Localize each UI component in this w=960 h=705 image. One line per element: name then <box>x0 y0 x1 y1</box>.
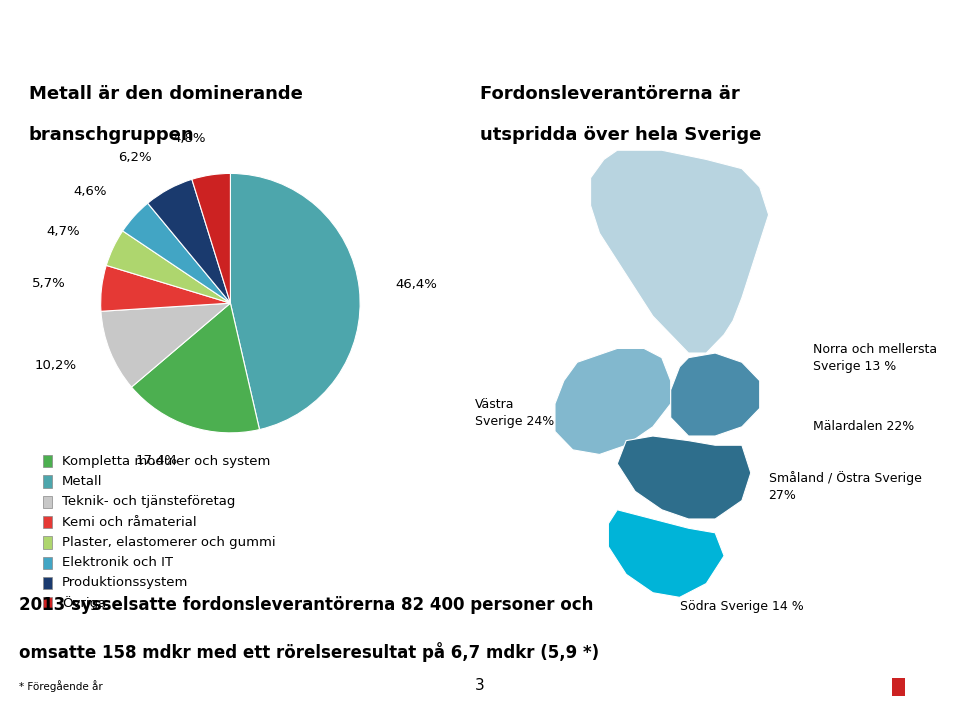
Text: 17,4%: 17,4% <box>136 454 179 467</box>
Polygon shape <box>671 353 759 436</box>
Wedge shape <box>148 179 230 303</box>
Text: 4,7%: 4,7% <box>47 226 81 238</box>
FancyBboxPatch shape <box>42 516 52 528</box>
Text: Plaster, elastomerer och gummi: Plaster, elastomerer och gummi <box>62 536 276 549</box>
Text: 3: 3 <box>475 678 485 693</box>
Text: 4,6%: 4,6% <box>74 185 108 198</box>
Bar <box>876 687 889 697</box>
Text: Kompletta moduler och system: Kompletta moduler och system <box>62 455 271 468</box>
Text: Kemi och råmaterial: Kemi och råmaterial <box>62 515 197 529</box>
Bar <box>924 686 937 697</box>
Bar <box>860 682 874 697</box>
Text: omsatte 158 mdkr med ett rörelseresultat på 6,7 mdkr (5,9 *): omsatte 158 mdkr med ett rörelseresultat… <box>19 642 599 661</box>
Text: branschgruppen: branschgruppen <box>29 125 195 144</box>
Bar <box>908 682 922 697</box>
Text: * Föregående år: * Föregående år <box>19 680 103 692</box>
Polygon shape <box>555 348 671 455</box>
Text: Norra och mellersta
Sverige 13 %: Norra och mellersta Sverige 13 % <box>813 343 937 373</box>
Text: 5,7%: 5,7% <box>32 277 65 290</box>
FancyBboxPatch shape <box>42 577 52 589</box>
Text: FKG: FKG <box>845 627 902 651</box>
Wedge shape <box>101 303 230 387</box>
Wedge shape <box>123 203 230 303</box>
Text: Mälardalen 22%: Mälardalen 22% <box>813 420 914 434</box>
FancyBboxPatch shape <box>42 475 52 488</box>
Polygon shape <box>609 510 724 597</box>
Bar <box>892 678 905 697</box>
FancyBboxPatch shape <box>42 537 52 548</box>
Wedge shape <box>192 173 230 303</box>
FancyBboxPatch shape <box>42 556 52 569</box>
Polygon shape <box>590 150 769 353</box>
Wedge shape <box>230 173 360 429</box>
Text: Metall är den dominerande: Metall är den dominerande <box>29 85 302 103</box>
Text: Övriga: Övriga <box>62 596 107 611</box>
Text: 2013 sysselsatte fordonsleverantörerna 82 400 personer och: 2013 sysselsatte fordonsleverantörerna 8… <box>19 596 593 614</box>
Text: Småland / Östra Sverige
27%: Småland / Östra Sverige 27% <box>769 471 922 502</box>
Wedge shape <box>107 231 230 303</box>
Text: Fordonsleverantörerna är: Fordonsleverantörerna är <box>480 85 740 103</box>
Wedge shape <box>101 265 230 312</box>
Text: Teknik- och tjänsteföretag: Teknik- och tjänsteföretag <box>62 496 235 508</box>
Text: utspridda över hela Sverige: utspridda över hela Sverige <box>480 125 761 144</box>
Text: Produktionssystem: Produktionssystem <box>62 577 188 589</box>
Bar <box>845 685 858 697</box>
Text: Elektronik och IT: Elektronik och IT <box>62 556 173 569</box>
Text: Södra Sverige 14 %: Södra Sverige 14 % <box>680 600 804 613</box>
Text: Metall: Metall <box>62 475 103 488</box>
Text: 46,4%: 46,4% <box>396 278 437 291</box>
Text: Västra
Sverige 24%: Västra Sverige 24% <box>475 398 554 428</box>
Text: 6,2%: 6,2% <box>118 151 152 164</box>
Bar <box>828 680 842 697</box>
FancyBboxPatch shape <box>42 455 52 467</box>
Text: 4,8%: 4,8% <box>172 133 205 145</box>
FancyBboxPatch shape <box>42 597 52 609</box>
Text: Det finns nästan 1000 fordonsleverantörer i Sverige, varav
90% är tillverkande. : Det finns nästan 1000 fordonsleverantöre… <box>17 18 643 63</box>
Text: 10,2%: 10,2% <box>35 359 77 372</box>
Polygon shape <box>617 436 751 519</box>
FancyBboxPatch shape <box>42 496 52 508</box>
Wedge shape <box>132 303 259 433</box>
Bar <box>813 684 826 697</box>
